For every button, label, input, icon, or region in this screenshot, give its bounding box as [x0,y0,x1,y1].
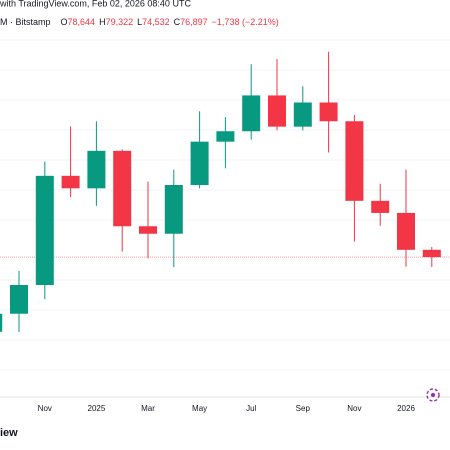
symbol: M · Bitstamp [0,17,51,27]
candle-body [371,200,390,213]
candle-body [216,131,235,142]
source-text: with TradingView.com, Feb 02, 2026 08:40… [0,0,191,8]
ohlc-value: 78,644 [68,17,96,27]
ohlc-label: L [137,17,142,27]
candle-body [35,175,54,285]
x-tick-label: Mar [141,404,155,413]
x-tick-label: Sep [296,404,311,413]
ohlc-value: 74,532 [142,17,170,27]
ohlc-label: C [174,17,181,27]
candle-body [422,249,441,258]
x-tick-label: Nov [38,404,52,413]
icon-ring[interactable] [426,388,440,402]
replay-icon[interactable] [426,388,440,402]
change: −1,738 (−2.21%) [212,17,279,27]
ohlc-label: H [99,17,106,27]
x-tick-label: 2025 [88,404,106,413]
candle-body [345,121,364,201]
candle-body [0,313,3,332]
icon-dot[interactable] [431,393,435,397]
ohlc-value: 79,322 [106,17,134,27]
x-tick-label: May [192,404,207,413]
x-tick-label: 2026 [397,404,415,413]
brand-logo: iew [0,427,18,439]
candle-body [268,95,286,127]
legend-text: M · Bitstamp O78,644 H79,322 L74,532 C76,897… [0,17,279,27]
candle-body [10,285,28,314]
candle-body [61,175,80,189]
candle-body [293,102,312,127]
candle-body [397,212,415,250]
candle-body [164,185,183,234]
ohlc-value: 76,897 [180,17,208,27]
x-tick-label: Jul [246,404,256,413]
legend-row: M · Bitstamp O78,644 H79,322 L74,532 C76,897… [0,17,279,27]
x-tick-label: Nov [347,404,361,413]
candle-body [319,102,338,122]
candle-body [139,226,157,234]
ohlc-label: O [61,17,68,27]
candle-body [242,95,261,132]
candle-body [87,150,106,189]
candle-body [113,150,132,227]
candle-body [190,141,209,185]
